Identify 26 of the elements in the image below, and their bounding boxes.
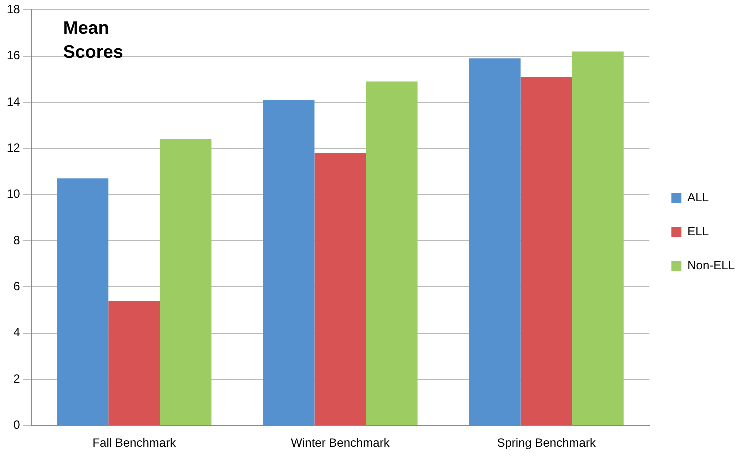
y-tick-label: 18 bbox=[6, 2, 21, 17]
y-tick-label: 14 bbox=[6, 94, 21, 109]
bar bbox=[572, 52, 624, 426]
bar bbox=[263, 100, 315, 426]
bar bbox=[314, 153, 366, 426]
bar bbox=[366, 82, 418, 426]
y-tick-label: 10 bbox=[6, 187, 21, 202]
y-tick-label: 4 bbox=[14, 326, 21, 340]
x-tick-label: Winter Benchmark bbox=[291, 436, 391, 450]
legend-label: ALL bbox=[688, 190, 710, 204]
y-tick-label: 2 bbox=[14, 372, 21, 386]
y-tick-label: 8 bbox=[14, 233, 21, 248]
bar bbox=[469, 58, 521, 426]
x-tick-label: Spring Benchmark bbox=[497, 436, 597, 450]
x-tick-label: Fall Benchmark bbox=[92, 436, 178, 450]
y-tick-label: 12 bbox=[6, 140, 21, 155]
bar bbox=[108, 300, 160, 426]
bar bbox=[160, 139, 212, 426]
y-tick-label: 16 bbox=[6, 48, 21, 63]
legend-label: Non-ELL bbox=[688, 258, 736, 272]
y-tick-label: 6 bbox=[14, 279, 21, 294]
bar bbox=[520, 77, 572, 426]
text: Mean Scores bbox=[63, 18, 124, 62]
legend-label: ELL bbox=[688, 224, 710, 238]
y-tick-label: 0 bbox=[14, 418, 21, 432]
bar bbox=[57, 178, 109, 426]
